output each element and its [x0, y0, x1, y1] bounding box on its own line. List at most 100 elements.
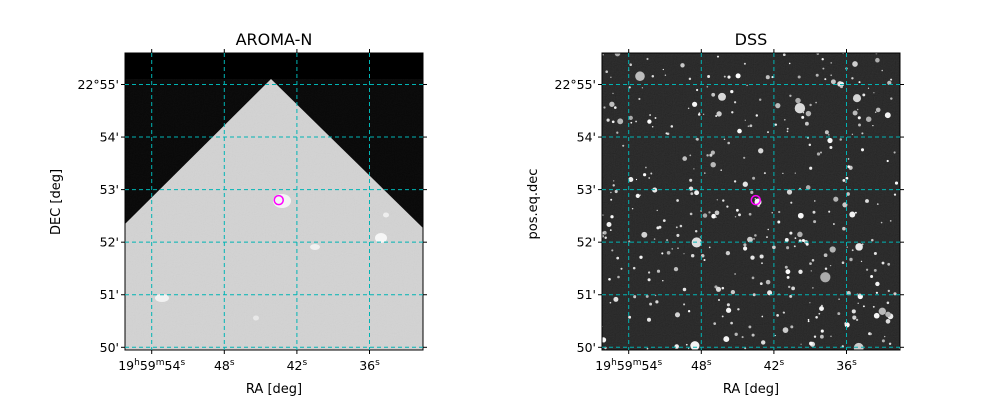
- star: [813, 335, 817, 338]
- star: [721, 315, 724, 318]
- star: [821, 58, 824, 61]
- star: [647, 119, 652, 124]
- star: [760, 340, 766, 345]
- star: [647, 271, 651, 274]
- star: [809, 262, 812, 265]
- star: [842, 226, 846, 231]
- star: [841, 261, 845, 264]
- star: [706, 85, 709, 88]
- star: [606, 118, 610, 122]
- star: [687, 310, 691, 313]
- star: [887, 289, 890, 293]
- star: [782, 327, 789, 333]
- star: [632, 266, 636, 270]
- star: [845, 176, 849, 180]
- star: [620, 267, 623, 270]
- star: [786, 130, 789, 133]
- star: [646, 57, 649, 61]
- star: [786, 127, 789, 130]
- star: [730, 289, 736, 295]
- star: [610, 76, 612, 78]
- star: [856, 108, 859, 111]
- star: [710, 150, 715, 155]
- star: [695, 137, 699, 141]
- star: [714, 210, 720, 216]
- star: [794, 172, 796, 174]
- star: [716, 55, 720, 58]
- star: [851, 309, 856, 314]
- star: [710, 161, 716, 168]
- star: [824, 267, 828, 271]
- source-blob: [375, 233, 387, 243]
- star: [733, 101, 737, 104]
- star: [873, 268, 877, 272]
- star: [853, 342, 864, 350]
- star: [871, 238, 874, 242]
- star: [689, 212, 693, 216]
- star: [635, 193, 640, 198]
- star: [674, 344, 679, 349]
- star: [842, 178, 846, 182]
- star: [797, 231, 803, 238]
- y-tick-label: 50': [100, 340, 119, 355]
- star: [846, 246, 848, 248]
- star: [629, 63, 632, 66]
- star: [828, 210, 831, 213]
- star: [829, 264, 832, 267]
- star: [847, 158, 850, 160]
- star: [688, 77, 692, 81]
- grid-lines: [125, 53, 423, 350]
- star: [690, 341, 700, 350]
- star: [628, 176, 634, 183]
- star: [767, 131, 769, 134]
- star: [872, 305, 875, 308]
- star: [862, 93, 866, 97]
- star: [767, 228, 769, 231]
- star: [670, 125, 674, 128]
- star: [656, 209, 658, 212]
- star: [809, 166, 813, 170]
- star: [829, 145, 833, 150]
- star: [661, 252, 664, 255]
- star: [694, 230, 698, 233]
- star: [737, 308, 740, 311]
- star: [700, 254, 705, 258]
- star: [646, 347, 649, 350]
- star: [750, 255, 755, 260]
- star: [694, 190, 700, 196]
- star: [654, 294, 657, 297]
- star: [789, 231, 793, 235]
- star: [662, 68, 664, 71]
- star: [766, 236, 768, 239]
- star: [680, 63, 685, 68]
- star: [771, 212, 773, 214]
- star: [755, 114, 759, 117]
- star: [689, 178, 693, 182]
- star: [849, 257, 853, 262]
- star: [851, 249, 854, 252]
- star: [613, 180, 615, 182]
- star: [614, 189, 618, 194]
- star: [650, 172, 653, 175]
- star: [837, 312, 841, 316]
- source-blob: [383, 212, 389, 218]
- star: [743, 246, 748, 251]
- star: [733, 180, 737, 183]
- star: [851, 77, 854, 80]
- star: [865, 199, 869, 203]
- x-tick-label: 48s: [214, 358, 235, 373]
- star: [855, 243, 863, 251]
- star: [608, 277, 611, 281]
- star: [814, 200, 816, 202]
- star: [702, 213, 708, 218]
- star: [788, 285, 791, 289]
- star: [616, 131, 619, 134]
- star: [752, 176, 756, 180]
- star: [697, 113, 701, 116]
- star: [784, 238, 789, 242]
- star: [726, 303, 730, 307]
- star: [807, 318, 810, 321]
- star: [838, 298, 840, 301]
- star: [677, 247, 679, 250]
- star: [683, 303, 686, 306]
